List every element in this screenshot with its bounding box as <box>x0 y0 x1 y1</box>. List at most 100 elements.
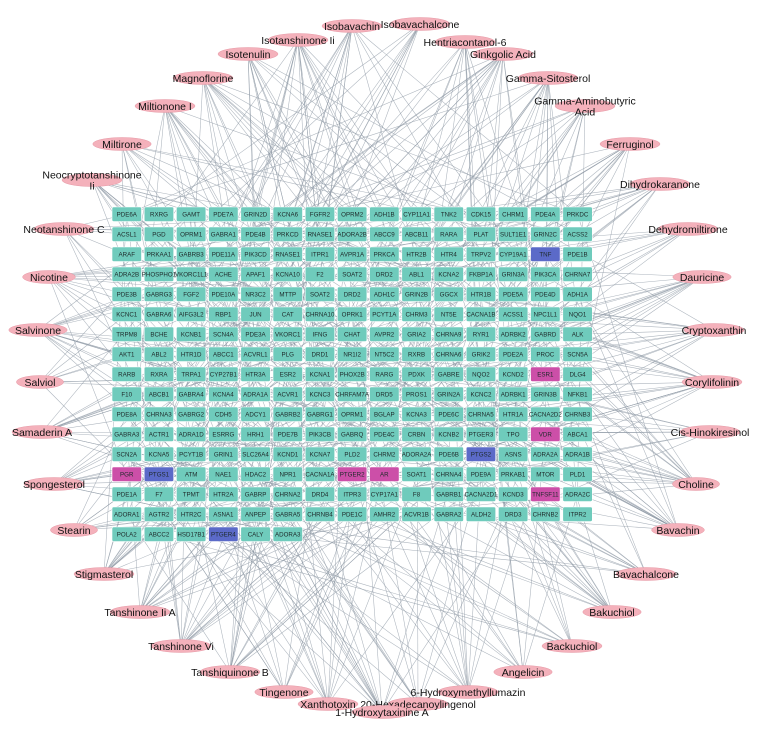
target-node-araf[interactable]: ARAF <box>111 246 142 262</box>
target-node-atm[interactable]: ATM <box>176 466 207 482</box>
compound-node-miltionone-i[interactable]: Miltionone I <box>134 99 196 114</box>
target-node-kcna7[interactable]: KCNA7 <box>304 446 336 462</box>
target-node-kcnc2[interactable]: KCNC2 <box>465 386 497 402</box>
target-node-pde7b[interactable]: PDE7B <box>272 426 303 442</box>
target-node-bche[interactable]: BCHE <box>143 326 174 342</box>
target-node-cacna1a[interactable]: CACNA1A <box>304 466 335 482</box>
target-node-rnase1[interactable]: RNASE1 <box>272 246 303 262</box>
target-node-grin2a[interactable]: GRIN2A <box>433 386 464 402</box>
target-node-adora1[interactable]: ADORA1 <box>111 506 142 522</box>
target-node-nt5c2[interactable]: NT5C2 <box>369 346 400 362</box>
target-node-adh1a[interactable]: ADH1A <box>562 286 593 302</box>
target-node-rarg[interactable]: RARG <box>369 366 400 382</box>
target-node-pde4b[interactable]: PDE4B <box>240 226 271 242</box>
target-node-scn2a[interactable]: SCN2A <box>111 446 142 462</box>
target-node-oprk1[interactable]: OPRK1 <box>337 306 368 322</box>
target-node-kcnd3[interactable]: KCND3 <box>498 486 529 502</box>
compound-node-cryptoxanthin[interactable]: Cryptoxanthin <box>682 323 747 338</box>
target-node-gabra4[interactable]: GABRA4 <box>176 386 207 402</box>
target-node-cyp17a1[interactable]: CYP17A1 <box>369 486 400 502</box>
target-node-adh1c[interactable]: ADH1C <box>369 286 400 302</box>
target-node-chrna4[interactable]: CHRNA4 <box>433 466 464 482</box>
target-node-amhr2[interactable]: AMHR2 <box>369 506 400 522</box>
target-node-chrna3[interactable]: CHRNA3 <box>143 406 174 422</box>
target-node-chrna2[interactable]: CHRNA2 <box>272 486 303 502</box>
target-node-tnk2[interactable]: TNK2 <box>433 206 464 222</box>
compound-node-isobavachin[interactable]: Isobavachin <box>321 19 383 34</box>
target-node-aldh2[interactable]: ALDH2 <box>465 506 497 522</box>
target-node-gamt[interactable]: GAMT <box>176 206 207 222</box>
compound-node-tanshinone-vi[interactable]: Tanshinone Vi <box>148 639 214 654</box>
target-node-prkcd[interactable]: PRKCD <box>272 226 303 242</box>
target-node-kcnc1[interactable]: KCNC1 <box>111 306 142 322</box>
target-node-kcnd2[interactable]: KCND2 <box>498 366 529 382</box>
target-node-gabrg3[interactable]: GABRG3 <box>143 286 174 302</box>
target-node-jun[interactable]: JUN <box>240 306 271 322</box>
target-node-abcc9[interactable]: ABCC9 <box>369 226 400 242</box>
target-node-adora3[interactable]: ADORA3 <box>272 526 303 542</box>
target-node-oprm2[interactable]: OPRM2 <box>337 206 368 222</box>
target-node-oprm1[interactable]: OPRM1 <box>176 226 207 242</box>
target-node-chrnb4[interactable]: CHRNB4 <box>304 506 336 522</box>
target-node-grin1[interactable]: GRIN1 <box>208 446 239 462</box>
target-node-pola2[interactable]: POLA2 <box>111 526 142 542</box>
target-node-caly[interactable]: CALY <box>240 526 271 542</box>
target-node-dlg4[interactable]: DLG4 <box>562 366 593 382</box>
target-node-pgd[interactable]: PGD <box>143 226 174 242</box>
target-node-nae1[interactable]: NAE1 <box>208 466 239 482</box>
target-node-gabra3[interactable]: GABRA3 <box>111 426 142 442</box>
target-node-sult1e1[interactable]: SULT1E1 <box>498 226 529 242</box>
target-node-htr2b[interactable]: HTR2B <box>401 246 432 262</box>
compound-node-ferruginol[interactable]: Ferruginol <box>599 137 661 152</box>
target-node-nr3c2[interactable]: NR3C2 <box>240 286 271 302</box>
target-node-prkca[interactable]: PRKCA <box>369 246 400 262</box>
target-node-tpo[interactable]: TPO <box>498 426 529 442</box>
target-node-kcna3[interactable]: KCNA3 <box>401 406 432 422</box>
target-node-chrna6[interactable]: CHRNA6 <box>433 346 464 362</box>
compound-node-gamma-sitosterol[interactable]: Gamma-Sitosterol <box>506 71 591 86</box>
target-node-adrbk2[interactable]: ADRBK2 <box>498 326 529 342</box>
compound-node-samaderin-a[interactable]: Samaderin A <box>11 425 73 440</box>
target-node-htr1b[interactable]: HTR1B <box>465 286 497 302</box>
target-node-f10[interactable]: F10 <box>111 386 142 402</box>
target-node-kcna1[interactable]: KCNA1 <box>304 366 336 382</box>
target-node-pde4d[interactable]: PDE4D <box>530 286 561 302</box>
target-node-adrbk1[interactable]: ADRBK1 <box>498 386 529 402</box>
target-node-adra2b[interactable]: ADRA2B <box>111 266 142 282</box>
target-node-vkorc1[interactable]: VKORC1 <box>272 326 303 342</box>
compound-node-cis-hinokiresinol[interactable]: Cis-Hinokiresinol <box>671 425 750 440</box>
target-node-fkbp1a[interactable]: FKBP1A <box>465 266 497 282</box>
target-node-gabrg2[interactable]: GABRG2 <box>176 406 207 422</box>
target-node-nqo2[interactable]: NQO2 <box>465 366 497 382</box>
target-node-cdk15[interactable]: CDK15 <box>465 206 497 222</box>
target-node-abcb1[interactable]: ABCB1 <box>143 386 174 402</box>
target-node-gabrb1[interactable]: GABRB1 <box>433 486 464 502</box>
target-node-hsd17b1[interactable]: HSD17B1 <box>176 526 207 542</box>
target-node-gabra1[interactable]: GABRA1 <box>208 226 239 242</box>
target-node-pde3b[interactable]: PDE3B <box>111 286 142 302</box>
target-node-htr3a[interactable]: HTR3A <box>240 366 271 382</box>
target-node-fgf2[interactable]: FGF2 <box>176 286 207 302</box>
target-node-htr1a[interactable]: HTR1A <box>498 406 529 422</box>
target-node-itpr3[interactable]: ITPR3 <box>337 486 368 502</box>
target-node-ptger3[interactable]: PTGER3 <box>465 426 497 442</box>
target-node-gabre[interactable]: GABRE <box>433 366 464 382</box>
target-node-grin3a[interactable]: GRIN3A <box>498 266 529 282</box>
target-node-gria2[interactable]: GRIA2 <box>401 326 432 342</box>
target-node-avpr1a[interactable]: AVPR1A <box>337 246 368 262</box>
target-node-abcc2[interactable]: ABCC2 <box>143 526 174 542</box>
target-node-abl1[interactable]: ABL1 <box>401 266 432 282</box>
target-node-chrnb2[interactable]: CHRNB2 <box>530 506 561 522</box>
target-node-pde1a[interactable]: PDE1A <box>111 486 142 502</box>
target-node-chrna7[interactable]: CHRNA7 <box>562 266 593 282</box>
target-node-drd4[interactable]: DRD4 <box>304 486 336 502</box>
target-node-chat[interactable]: CHAT <box>337 326 368 342</box>
target-node-f8[interactable]: F8 <box>401 486 432 502</box>
target-node-gabra6[interactable]: GABRA6 <box>143 306 174 322</box>
target-node-pcyt1a[interactable]: PCYT1A <box>369 306 400 322</box>
target-node-kcna10[interactable]: KCNA10 <box>272 266 303 282</box>
target-node-adora2a[interactable]: ADORA2A <box>401 446 432 462</box>
target-node-rnase1[interactable]: RNASE1 <box>304 226 336 242</box>
target-node-f2[interactable]: F2 <box>304 266 336 282</box>
